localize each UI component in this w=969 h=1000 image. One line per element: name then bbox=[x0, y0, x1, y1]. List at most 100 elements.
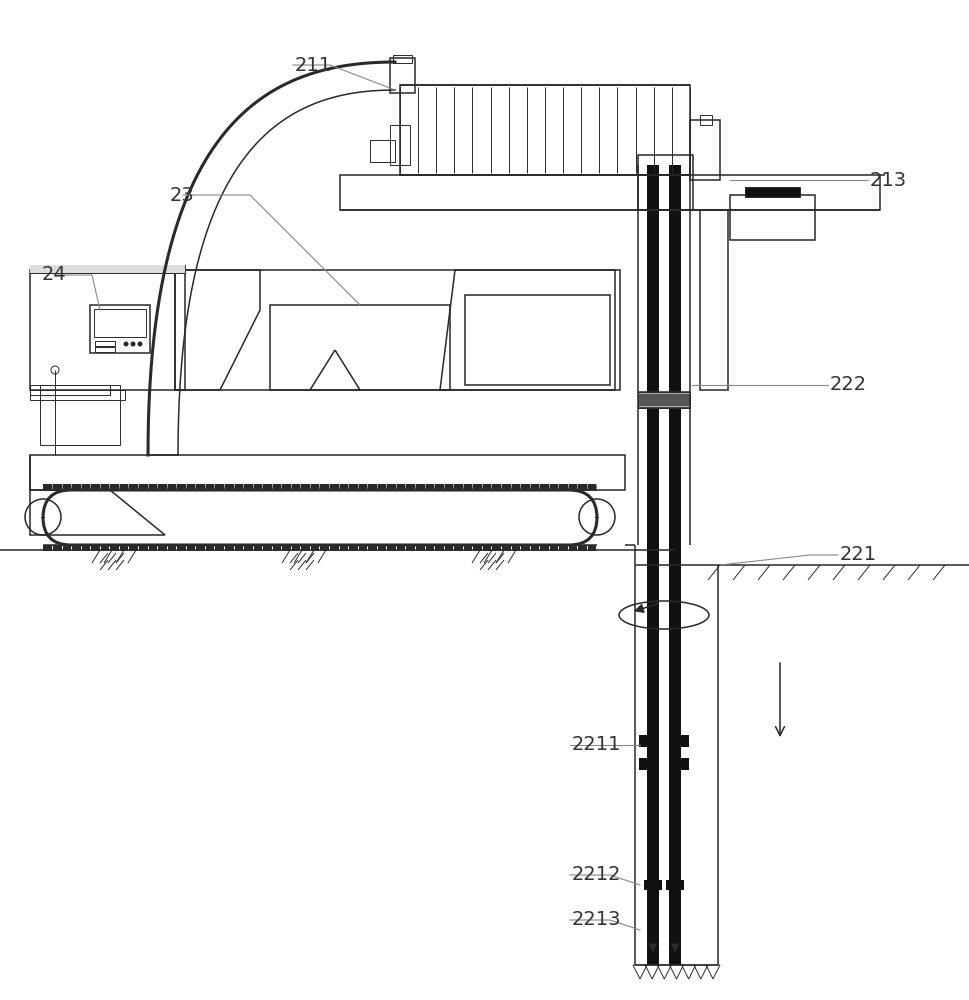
Bar bbox=[196, 484, 204, 490]
Bar bbox=[329, 484, 338, 490]
Bar bbox=[53, 545, 62, 551]
Bar bbox=[540, 545, 548, 551]
Bar bbox=[502, 545, 510, 551]
Bar bbox=[520, 484, 529, 490]
Bar bbox=[158, 545, 167, 551]
Bar bbox=[646, 545, 658, 965]
Bar bbox=[464, 295, 610, 385]
Bar bbox=[120, 484, 128, 490]
Bar bbox=[368, 484, 376, 490]
Bar bbox=[292, 484, 300, 490]
Bar bbox=[120, 545, 128, 551]
Bar bbox=[30, 265, 185, 273]
Bar bbox=[101, 545, 109, 551]
Bar bbox=[253, 545, 262, 551]
Bar bbox=[110, 484, 119, 490]
Circle shape bbox=[123, 342, 128, 347]
Bar bbox=[387, 484, 395, 490]
Bar bbox=[730, 195, 814, 240]
Bar bbox=[168, 545, 176, 551]
Text: 2213: 2213 bbox=[572, 910, 621, 929]
Bar bbox=[91, 545, 100, 551]
Bar bbox=[301, 545, 310, 551]
Bar bbox=[63, 484, 71, 490]
Bar bbox=[638, 394, 689, 406]
Bar bbox=[559, 484, 567, 490]
Bar bbox=[744, 187, 799, 197]
Bar bbox=[225, 484, 234, 490]
Bar bbox=[559, 545, 567, 551]
Bar bbox=[646, 165, 658, 550]
Bar bbox=[502, 484, 510, 490]
Bar bbox=[53, 484, 62, 490]
Bar bbox=[44, 545, 52, 551]
Circle shape bbox=[131, 342, 136, 347]
Bar bbox=[174, 270, 614, 390]
Bar bbox=[463, 484, 472, 490]
Bar bbox=[215, 484, 224, 490]
Bar bbox=[425, 545, 434, 551]
Bar bbox=[292, 545, 300, 551]
Bar bbox=[587, 484, 596, 490]
Bar bbox=[377, 545, 386, 551]
Text: 23: 23 bbox=[170, 186, 195, 205]
Bar bbox=[406, 484, 415, 490]
Bar bbox=[638, 392, 689, 408]
Bar bbox=[320, 545, 328, 551]
Bar bbox=[30, 390, 125, 400]
Bar bbox=[95, 341, 115, 346]
Bar bbox=[168, 484, 176, 490]
Bar bbox=[392, 55, 412, 63]
Bar bbox=[399, 85, 689, 175]
Bar bbox=[63, 545, 71, 551]
Bar bbox=[396, 484, 405, 490]
Bar bbox=[72, 484, 80, 490]
Bar bbox=[453, 545, 462, 551]
Bar bbox=[463, 545, 472, 551]
Bar bbox=[689, 120, 719, 180]
Bar bbox=[129, 545, 138, 551]
Bar bbox=[94, 309, 146, 337]
Bar bbox=[416, 545, 424, 551]
Bar bbox=[234, 484, 243, 490]
Text: 24: 24 bbox=[42, 265, 67, 284]
Bar bbox=[669, 735, 688, 747]
Bar bbox=[311, 484, 319, 490]
Bar bbox=[666, 880, 683, 890]
Bar bbox=[578, 484, 586, 490]
Bar bbox=[390, 58, 415, 93]
Bar bbox=[492, 484, 500, 490]
Bar bbox=[639, 735, 658, 747]
Bar bbox=[139, 545, 147, 551]
Bar bbox=[349, 484, 358, 490]
Bar bbox=[540, 484, 548, 490]
Bar bbox=[511, 545, 519, 551]
Bar bbox=[177, 484, 186, 490]
Bar bbox=[700, 210, 728, 390]
Bar bbox=[406, 545, 415, 551]
Bar bbox=[30, 270, 185, 390]
Bar bbox=[669, 165, 680, 550]
Bar bbox=[30, 385, 109, 395]
Bar bbox=[177, 545, 186, 551]
Bar bbox=[549, 484, 558, 490]
Bar bbox=[700, 115, 711, 125]
Bar bbox=[340, 175, 879, 210]
Bar bbox=[530, 484, 539, 490]
Bar bbox=[435, 484, 443, 490]
Bar bbox=[339, 484, 348, 490]
Bar bbox=[244, 545, 252, 551]
Bar bbox=[234, 545, 243, 551]
Bar bbox=[483, 484, 491, 490]
Bar bbox=[225, 545, 234, 551]
Text: 213: 213 bbox=[869, 171, 906, 190]
Bar bbox=[568, 545, 577, 551]
Circle shape bbox=[138, 342, 142, 347]
Bar bbox=[139, 484, 147, 490]
Bar bbox=[187, 484, 195, 490]
Bar bbox=[520, 545, 529, 551]
Bar bbox=[530, 545, 539, 551]
Bar bbox=[101, 484, 109, 490]
Bar bbox=[30, 265, 185, 273]
Bar bbox=[492, 545, 500, 551]
